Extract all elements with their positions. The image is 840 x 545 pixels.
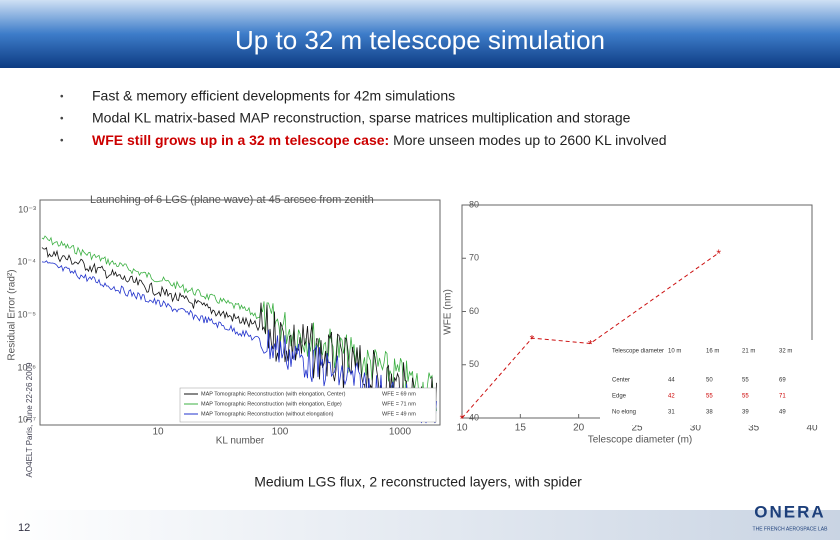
table-bg bbox=[600, 340, 820, 425]
event-label: AO4ELT Paris, June 22-26 2009 bbox=[25, 362, 34, 477]
page-number: 12 bbox=[18, 522, 30, 534]
logo: ONERA bbox=[754, 502, 825, 521]
spectrum-curve bbox=[41, 247, 437, 424]
footer-band bbox=[0, 510, 840, 540]
x-tick-label: 100 bbox=[272, 427, 289, 438]
bullet-emphasis: WFE still grows up in a 32 m telescope c… bbox=[92, 132, 389, 148]
table-cell: 55 bbox=[742, 394, 749, 400]
table-header: Telescope diameter bbox=[612, 349, 664, 355]
legend-box bbox=[179, 387, 437, 423]
svg-text:•: • bbox=[60, 136, 64, 147]
legend-wfe: WFE = 69 nm bbox=[382, 391, 416, 397]
wfe-point: * bbox=[460, 412, 465, 426]
table-cell: Center bbox=[612, 378, 630, 384]
y-tick-label: 10⁻⁷ bbox=[18, 414, 36, 424]
x-tick-label: 10 bbox=[456, 423, 468, 434]
y-tick-label: 60 bbox=[469, 306, 479, 316]
table-cell: 42 bbox=[668, 394, 675, 400]
table-cell: 44 bbox=[668, 378, 675, 384]
y-tick-label: 10⁻³ bbox=[18, 204, 36, 214]
left-plot-ylabel: Residual Error (rad²) bbox=[7, 269, 18, 360]
logo-tagline: THE FRENCH AEROSPACE LAB bbox=[753, 526, 829, 532]
table-cell: No elong bbox=[612, 410, 636, 416]
legend-wfe: WFE = 49 nm bbox=[382, 411, 416, 417]
legend-label: MAP Tomographic Reconstruction (without … bbox=[201, 411, 334, 417]
table-cell: 49 bbox=[779, 410, 786, 416]
right-plot-ylabel: WFE (nm) bbox=[443, 289, 454, 335]
svg-text:•: • bbox=[60, 114, 64, 125]
x-tick-label: 25 bbox=[631, 423, 643, 434]
y-tick-label: 10⁻⁶ bbox=[18, 362, 37, 372]
table-cell: 55 bbox=[742, 378, 749, 384]
x-tick-label: 10 bbox=[152, 427, 164, 438]
table-header: 10 m bbox=[668, 349, 681, 355]
x-tick-label: 20 bbox=[573, 423, 585, 434]
table-cell: 69 bbox=[779, 378, 786, 384]
table-cell: 38 bbox=[706, 410, 713, 416]
x-tick-label: 1000 bbox=[389, 427, 412, 438]
spectrum-curve bbox=[41, 235, 437, 411]
bullet-text: More unseen modes up to 2600 KL involved bbox=[389, 132, 666, 148]
left-plot-title: Launching of 6 LGS (plane wave) at 45 ar… bbox=[90, 194, 374, 206]
table-header: 21 m bbox=[742, 349, 755, 355]
wfe-line bbox=[461, 252, 719, 419]
caption: Medium LGS flux, 2 reconstructed layers,… bbox=[254, 474, 582, 490]
legend-label: MAP Tomographic Reconstruction (with elo… bbox=[201, 391, 346, 397]
wfe-point: * bbox=[716, 247, 721, 261]
y-tick-label: 50 bbox=[469, 359, 479, 369]
bullet: Modal KL matrix-based MAP reconstruction… bbox=[92, 110, 631, 126]
left-plot-content: 10 100 1000 10⁻³ 10⁻⁴ 10⁻⁵ 10⁻⁶ 10⁻⁷ MAP Tomogra… bbox=[17, 204, 437, 438]
bullet-markers: • • • bbox=[60, 92, 64, 147]
table-cell: 71 bbox=[779, 394, 786, 400]
slide-title: Up to 32 m telescope simulation bbox=[235, 25, 605, 55]
legend-label: MAP Tomographic Reconstruction (with elo… bbox=[201, 401, 342, 407]
x-tick-label: 30 bbox=[690, 423, 702, 434]
y-tick-label: 70 bbox=[469, 253, 479, 263]
x-tick-label: 40 bbox=[806, 423, 818, 434]
table-cell: 39 bbox=[742, 410, 749, 416]
right-plot-xlabel: Telescope diameter (m) bbox=[588, 435, 692, 446]
y-tick-label: 40 bbox=[469, 412, 479, 422]
left-plot-xlabel: KL number bbox=[216, 436, 265, 447]
y-tick-label: 10⁻⁵ bbox=[18, 309, 37, 319]
table-header: 16 m bbox=[706, 349, 719, 355]
table-cell: 55 bbox=[706, 394, 713, 400]
y-tick-label: 10⁻⁴ bbox=[17, 256, 36, 266]
wfe-point: * bbox=[530, 332, 535, 346]
y-tick-label: 80 bbox=[469, 199, 479, 209]
x-tick-label: 35 bbox=[748, 423, 760, 434]
table-header: 32 m bbox=[779, 349, 792, 355]
legend-wfe: WFE = 71 nm bbox=[382, 401, 416, 407]
table-cell: Edge bbox=[612, 394, 627, 400]
table-cell: 50 bbox=[706, 378, 713, 384]
title-banner bbox=[0, 0, 840, 68]
svg-text:•: • bbox=[60, 92, 64, 103]
left-plot-frame bbox=[39, 199, 441, 426]
x-tick-label: 15 bbox=[515, 423, 527, 434]
bullet: WFE still grows up in a 32 m telescope c… bbox=[92, 132, 667, 148]
wfe-point: * bbox=[588, 338, 593, 352]
bullet: Fast & memory efficient developments for… bbox=[92, 88, 455, 104]
table-cell: 31 bbox=[668, 410, 675, 416]
results-table: Telescope diameter 10 m 16 m 21 m 32 m Center… bbox=[612, 349, 792, 416]
